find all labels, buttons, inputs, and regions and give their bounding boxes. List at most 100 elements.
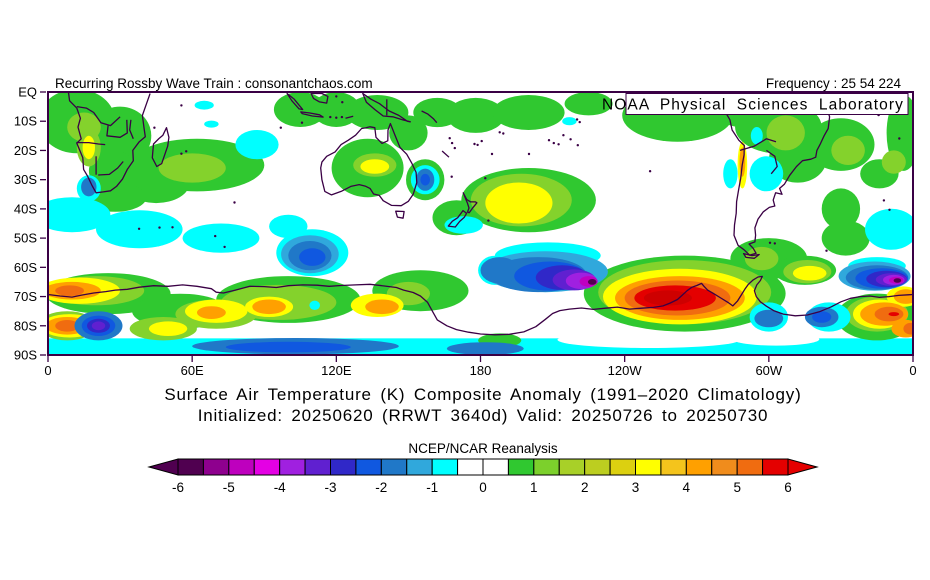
watermark-text: NOAA Physical Sciences Laboratory xyxy=(602,97,904,114)
header-left-text: Recurring Rossby Wave Train : consonantc… xyxy=(55,76,373,91)
anomaly-blob-white xyxy=(732,332,820,346)
island-dot xyxy=(214,234,217,238)
colorbar-cell xyxy=(609,458,637,476)
island-dot xyxy=(171,226,174,229)
island-dot xyxy=(223,245,226,249)
colorbar-arrow-right xyxy=(787,458,819,476)
coastline-africa-border-zambia xyxy=(106,119,128,138)
lat-tick-label: 80S xyxy=(14,318,37,333)
anomaly-blob-yellow xyxy=(148,321,188,337)
anomaly-blob-green xyxy=(821,188,861,230)
coastline-solomons xyxy=(421,110,438,124)
header-right-frequency: Frequency : 25 54 224 xyxy=(766,76,902,91)
colorbar-cell xyxy=(228,458,255,476)
anomaly-blob-green xyxy=(446,97,505,133)
anomaly-blob-dred xyxy=(643,290,692,306)
island-dot xyxy=(473,142,476,146)
island-dot xyxy=(158,226,161,229)
anomaly-blob-blue xyxy=(446,342,524,355)
island-dot xyxy=(476,143,479,147)
anomaly-blob-cyan xyxy=(194,100,214,110)
anomaly-blob-lgreen xyxy=(831,135,865,165)
colorbar-cell xyxy=(507,458,535,476)
lat-tick-label: 70S xyxy=(14,289,37,304)
island-dot xyxy=(153,126,156,129)
anomaly-blob-green xyxy=(492,95,565,130)
coastline-africa-border-congo xyxy=(76,105,121,127)
coastline-tierra-del-fuego xyxy=(742,252,760,259)
anomaly-blob-green xyxy=(564,92,613,116)
anomaly-blob-orange xyxy=(197,306,226,319)
anomaly-blob-cyan xyxy=(309,300,321,310)
anomaly-blob-cyan xyxy=(723,159,738,189)
lon-tick-label: 60W xyxy=(755,363,782,378)
lat-tick-label: 50S xyxy=(14,231,37,246)
lat-tick-label: 90S xyxy=(14,348,37,363)
anomaly-blob-yellow xyxy=(82,135,96,160)
map-border xyxy=(47,91,914,356)
coastline-new-guinea xyxy=(362,92,411,123)
colorbar-tick-label: 0 xyxy=(479,480,487,495)
island-dot xyxy=(898,137,901,140)
colorbar-tick-label: 4 xyxy=(683,480,691,495)
coastline-sa-border-peru-brazil xyxy=(739,138,777,152)
colorbar-label: NCEP/NCAR Reanalysis xyxy=(408,441,558,456)
anomaly-blob-lgreen xyxy=(766,115,805,151)
island-dot xyxy=(279,126,282,129)
colorbar-arrow-left xyxy=(147,458,179,476)
anomaly-blob-cyan xyxy=(562,117,577,126)
island-dot xyxy=(768,241,772,244)
island-dot xyxy=(453,146,456,150)
coastline-australia xyxy=(320,122,418,207)
anomaly-blob-lgreen xyxy=(881,150,906,174)
island-dot xyxy=(487,219,490,222)
colorbar-cell xyxy=(762,458,789,476)
island-dot xyxy=(888,208,891,211)
island-dot xyxy=(450,175,453,178)
watermark-box: NOAA Physical Sciences Laboratory xyxy=(602,93,909,115)
colorbar-cell xyxy=(279,458,306,476)
island-dot xyxy=(180,152,183,155)
map-axes: EQ 10S 20S 30S 40S 50S 60S 70S 80S 90S 0 60E 120E 180… xyxy=(14,85,917,379)
lat-tick-label: 30S xyxy=(14,172,37,187)
anomaly-blob-dorange xyxy=(55,320,80,332)
colorbar-cell xyxy=(330,458,357,476)
anomaly-blob-red xyxy=(888,312,900,317)
colorbar-tick-label: 6 xyxy=(784,480,792,495)
island-dot xyxy=(448,137,451,140)
anomaly-blob-lgreen xyxy=(744,246,779,271)
colorbar-tick-label: -2 xyxy=(375,480,387,495)
anomaly-blob-green xyxy=(346,95,409,130)
colorbar-cell xyxy=(558,458,586,476)
island-dot xyxy=(569,138,572,141)
colorbar-tick-label: 5 xyxy=(733,480,741,495)
island-dot xyxy=(490,152,494,156)
coastline-africa-border-limpopo xyxy=(98,161,124,176)
island-dot xyxy=(773,242,776,245)
island-dot xyxy=(137,227,141,230)
colorbar-cell xyxy=(304,458,331,476)
colorbar-cell xyxy=(431,458,459,476)
colorbar-tick-label: -5 xyxy=(223,480,235,495)
island-dot xyxy=(185,150,188,153)
colorbar-tick-label: 1 xyxy=(530,480,538,495)
island-dot xyxy=(300,121,304,124)
anomaly-blob-cyan xyxy=(182,223,260,253)
island-dot xyxy=(882,199,886,202)
anomaly-blob-dorange xyxy=(903,322,913,335)
anomaly-blob-cyan xyxy=(48,197,111,233)
anomaly-blob-deep xyxy=(420,173,431,186)
island-dot xyxy=(484,177,487,180)
island-dot xyxy=(552,141,555,145)
island-dot xyxy=(575,118,579,121)
island-dot xyxy=(557,143,560,146)
island-dot xyxy=(480,139,483,143)
colorbar-tick-label: 3 xyxy=(632,480,640,495)
anomaly-blob-orange xyxy=(893,289,913,304)
island-dot xyxy=(527,152,531,156)
anomaly-blob-yellow xyxy=(485,182,553,224)
colorbar-cell xyxy=(660,458,687,476)
colorbar-cell xyxy=(457,458,484,476)
anomaly-blob-blue xyxy=(754,309,784,328)
lat-tick-label: EQ xyxy=(18,85,37,100)
